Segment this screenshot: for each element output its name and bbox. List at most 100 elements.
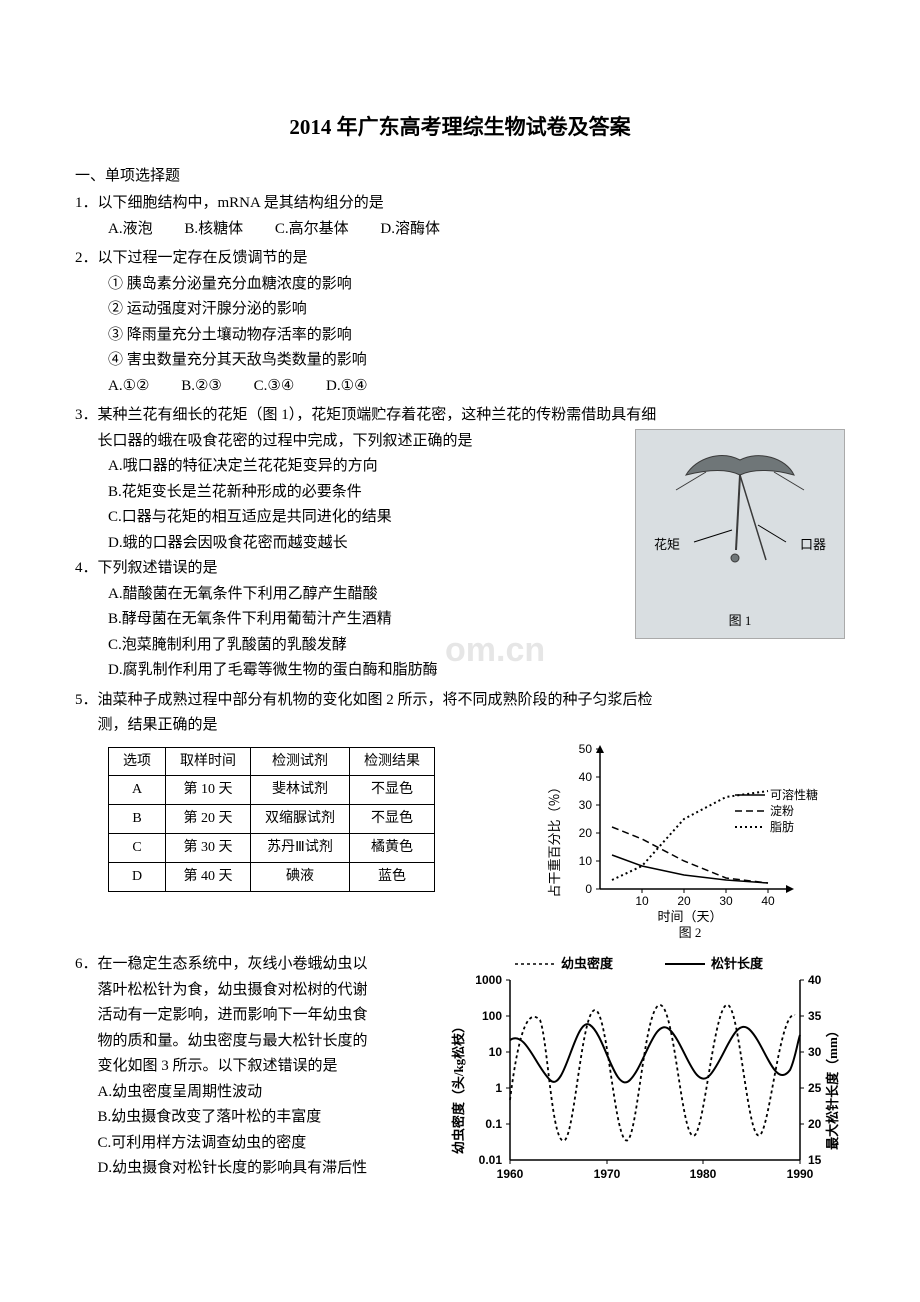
q6-stem-l2: 落叶松松针为食，幼虫摄食对松树的代谢 (75, 978, 445, 1004)
yl-tick: 0.1 (485, 1117, 502, 1131)
xtick: 10 (635, 894, 649, 908)
ytick: 10 (579, 854, 593, 868)
q1-opt-a: A.液泡 (108, 217, 153, 243)
q2-opt-b: B.②③ (181, 374, 222, 400)
fig1-label-right: 口器 (800, 534, 826, 556)
cell: D (109, 862, 166, 891)
yl-tick: 100 (482, 1009, 502, 1023)
question-5: 5．油菜种子成熟过程中部分有机物的变化如图 2 所示，将不同成熟阶段的种子匀浆后… (75, 688, 845, 949)
ytick: 30 (579, 798, 593, 812)
yl-tick: 0.01 (479, 1153, 503, 1167)
cell: 碘液 (251, 862, 350, 891)
page-title: 2014 年广东高考理综生物试卷及答案 (75, 110, 845, 146)
cell: 双缩脲试剂 (251, 805, 350, 834)
fig2-caption: 图 2 (679, 925, 702, 939)
fig3-legend-right: 松针长度 (711, 956, 764, 971)
fig2-xlabel: 时间（天） (657, 909, 722, 924)
q1-stem: 1．以下细胞结构中，mRNA 是其结构组分的是 (75, 191, 845, 217)
q6-opt-b: B.幼虫摄食改变了落叶松的丰富度 (75, 1105, 445, 1131)
cell: 斐林试剂 (251, 776, 350, 805)
yl-tick: 1 (495, 1081, 502, 1095)
yr-tick: 25 (808, 1081, 822, 1095)
fig1-label-left: 花矩 (654, 534, 680, 556)
cell: 第 20 天 (166, 805, 251, 834)
legend-solid: 可溶性糖 (770, 787, 818, 802)
x-tick: 1970 (594, 1167, 621, 1181)
q6-stem-l5: 变化如图 3 所示。以下叙述错误的是 (75, 1054, 445, 1080)
q1-opt-c: C.高尔基体 (275, 217, 349, 243)
q2-item-3: ③ 降雨量充分土壤动物存活率的影响 (108, 323, 845, 349)
cell: 第 40 天 (166, 862, 251, 891)
q1-opt-d: D.溶酶体 (380, 217, 440, 243)
table-row: C 第 30 天 苏丹Ⅲ试剂 橘黄色 (109, 834, 435, 863)
q1-options: A.液泡 B.核糖体 C.高尔基体 D.溶酶体 (75, 217, 845, 243)
figure-2-svg: 0 10 20 30 40 50 10 20 30 40 (545, 739, 845, 939)
yr-tick: 15 (808, 1153, 822, 1167)
table-row: B 第 20 天 双缩脲试剂 不显色 (109, 805, 435, 834)
yr-tick: 40 (808, 973, 822, 987)
cell: A (109, 776, 166, 805)
ytick: 50 (579, 742, 593, 756)
fig1-caption: 图 1 (636, 610, 844, 632)
yr-tick: 30 (808, 1045, 822, 1059)
q6-opt-c: C.可利用样方法调查幼虫的密度 (75, 1131, 445, 1157)
cell: 第 10 天 (166, 776, 251, 805)
question-2: 2．以下过程一定存在反馈调节的是 ① 胰岛素分泌量充分血糖浓度的影响 ② 运动强… (75, 246, 845, 399)
figure-3-svg: 幼虫密度 松针长度 0.01 0.1 1 10 100 (445, 952, 845, 1202)
x-tick: 1980 (690, 1167, 717, 1181)
q6-stem-l1: 6．在一稳定生态系统中，灰线小卷蛾幼虫以 (75, 952, 445, 978)
q6-stem-l3: 活动有一定影响，进而影响下一年幼虫食 (75, 1003, 445, 1029)
cell: 苏丹Ⅲ试剂 (251, 834, 350, 863)
xtick: 30 (719, 894, 733, 908)
yl-tick: 1000 (475, 973, 502, 987)
table-row: D 第 40 天 碘液 蓝色 (109, 862, 435, 891)
q2-options: A.①② B.②③ C.③④ D.①④ (75, 374, 845, 400)
q2-item-4: ④ 害虫数量充分其天敌鸟类数量的影响 (108, 348, 845, 374)
q1-opt-b: B.核糖体 (184, 217, 243, 243)
q2-items: ① 胰岛素分泌量充分血糖浓度的影响 ② 运动强度对汗腺分泌的影响 ③ 降雨量充分… (75, 272, 845, 374)
cell: 不显色 (350, 776, 435, 805)
figure-3: 幼虫密度 松针长度 0.01 0.1 1 10 100 (445, 952, 845, 1212)
cell: 不显色 (350, 805, 435, 834)
xtick: 40 (761, 894, 775, 908)
question-1: 1．以下细胞结构中，mRNA 是其结构组分的是 A.液泡 B.核糖体 C.高尔基… (75, 191, 845, 242)
fig3-ylabel-left: 幼虫密度（头/kg松枝） (451, 1020, 466, 1154)
xtick: 20 (677, 894, 691, 908)
legend-dotted: 脂肪 (770, 819, 794, 834)
yl-tick: 10 (489, 1045, 503, 1059)
figure-2: 0 10 20 30 40 50 10 20 30 40 (545, 739, 845, 949)
q6-opt-d: D.幼虫摄食对松针长度的影响具有滞后性 (75, 1156, 445, 1182)
yr-tick: 35 (808, 1009, 822, 1023)
q2-item-1: ① 胰岛素分泌量充分血糖浓度的影响 (108, 272, 845, 298)
fig3-legend-left: 幼虫密度 (561, 956, 614, 971)
th-2: 检测试剂 (251, 747, 350, 776)
cell: 橘黄色 (350, 834, 435, 863)
legend-dashed: 淀粉 (770, 804, 794, 818)
q2-opt-a: A.①② (108, 374, 149, 400)
fig2-ylabel: 占干重百分比（％） (547, 780, 562, 897)
x-tick: 1960 (497, 1167, 524, 1181)
table-row: A 第 10 天 斐林试剂 不显色 (109, 776, 435, 805)
ytick: 0 (585, 882, 592, 896)
q2-stem: 2．以下过程一定存在反馈调节的是 (75, 246, 845, 272)
q2-item-2: ② 运动强度对汗腺分泌的影响 (108, 297, 845, 323)
q5-stem-1: 5．油菜种子成熟过程中部分有机物的变化如图 2 所示，将不同成熟阶段的种子匀浆后… (75, 688, 845, 714)
q5-table: 选项 取样时间 检测试剂 检测结果 A 第 10 天 斐林试剂 不显色 B 第 … (108, 747, 435, 892)
q6-opt-a: A.幼虫密度呈周期性波动 (75, 1080, 445, 1106)
x-tick: 1990 (787, 1167, 814, 1181)
question-6: 6．在一稳定生态系统中，灰线小卷蛾幼虫以 落叶松松针为食，幼虫摄食对松树的代谢 … (75, 952, 845, 1212)
th-1: 取样时间 (166, 747, 251, 776)
th-0: 选项 (109, 747, 166, 776)
yr-tick: 20 (808, 1117, 822, 1131)
ytick: 20 (579, 826, 593, 840)
q4-opt-d: D.腐乳制作利用了毛霉等微生物的蛋白酶和脂肪酶 (75, 658, 845, 684)
question-3: 3．某种兰花有细长的花矩（图 1），花矩顶端贮存着花密，这种兰花的传粉需借助具有… (75, 403, 845, 684)
q5-stem-2: 测，结果正确的是 (75, 713, 845, 739)
section-heading: 一、单项选择题 (75, 164, 845, 190)
cell: B (109, 805, 166, 834)
cell: 第 30 天 (166, 834, 251, 863)
table-header-row: 选项 取样时间 检测试剂 检测结果 (109, 747, 435, 776)
th-3: 检测结果 (350, 747, 435, 776)
q2-opt-c: C.③④ (254, 374, 295, 400)
cell: 蓝色 (350, 862, 435, 891)
